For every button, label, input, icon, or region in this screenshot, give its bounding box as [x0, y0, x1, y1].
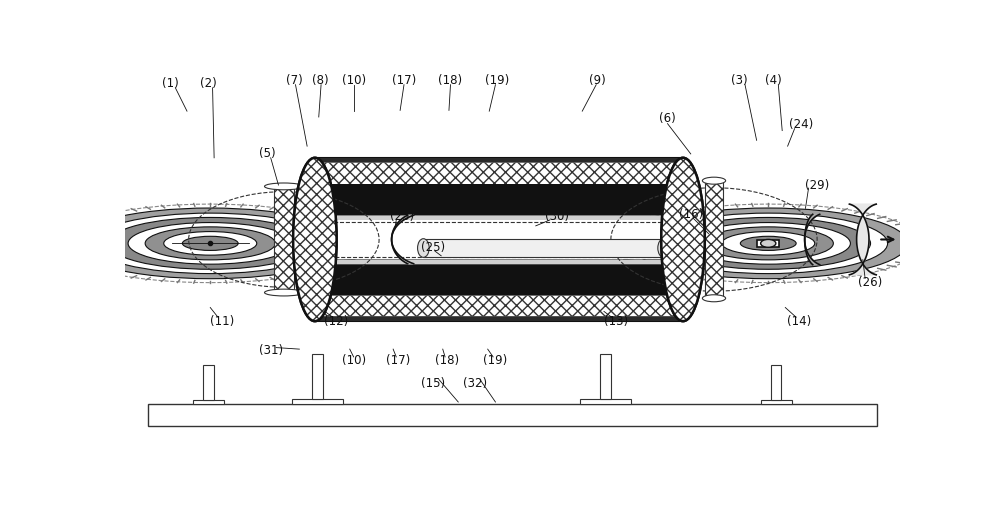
- Text: (10): (10): [342, 74, 366, 86]
- Ellipse shape: [658, 239, 669, 258]
- Text: (18): (18): [438, 74, 463, 86]
- Text: (26): (26): [858, 276, 882, 289]
- Bar: [203, 365, 214, 399]
- Ellipse shape: [264, 289, 303, 296]
- Bar: [148, 403, 877, 426]
- Ellipse shape: [128, 223, 292, 264]
- Ellipse shape: [722, 232, 815, 255]
- Bar: [423, 239, 664, 258]
- Bar: [600, 354, 611, 399]
- Bar: [315, 184, 683, 215]
- Ellipse shape: [264, 183, 303, 190]
- Text: (30): (30): [545, 210, 569, 223]
- Text: (6): (6): [659, 113, 676, 125]
- Bar: [771, 365, 781, 399]
- Text: (8): (8): [312, 74, 329, 86]
- Bar: [705, 181, 723, 298]
- Ellipse shape: [649, 213, 888, 274]
- Text: (10): (10): [342, 355, 366, 367]
- Text: (17): (17): [392, 74, 416, 86]
- Ellipse shape: [740, 236, 796, 250]
- Bar: [761, 399, 792, 403]
- Bar: [312, 354, 323, 399]
- Ellipse shape: [702, 177, 726, 184]
- Text: (14): (14): [787, 315, 811, 328]
- Ellipse shape: [293, 158, 337, 321]
- Text: (1): (1): [162, 77, 178, 90]
- Bar: [315, 158, 683, 163]
- Text: (16): (16): [679, 208, 703, 221]
- Text: (23): (23): [390, 210, 415, 223]
- Bar: [193, 399, 224, 403]
- Ellipse shape: [182, 236, 238, 250]
- Polygon shape: [805, 214, 820, 265]
- Ellipse shape: [164, 232, 257, 255]
- Polygon shape: [849, 204, 876, 275]
- Ellipse shape: [666, 218, 871, 269]
- Bar: [315, 317, 683, 321]
- Bar: [323, 222, 675, 257]
- Bar: [315, 295, 683, 317]
- Polygon shape: [392, 215, 414, 264]
- Bar: [315, 163, 683, 184]
- Text: (4): (4): [765, 74, 782, 86]
- Bar: [315, 259, 683, 264]
- Bar: [315, 215, 683, 220]
- Ellipse shape: [661, 158, 705, 321]
- Ellipse shape: [418, 239, 429, 258]
- Text: (2): (2): [200, 77, 216, 90]
- Bar: [292, 399, 343, 403]
- Text: (31): (31): [259, 344, 283, 357]
- Bar: [757, 240, 779, 247]
- Text: (3): (3): [731, 74, 748, 86]
- Text: (25): (25): [421, 241, 446, 254]
- Ellipse shape: [702, 295, 726, 302]
- Ellipse shape: [71, 208, 350, 279]
- Text: (29): (29): [805, 179, 829, 191]
- Ellipse shape: [629, 208, 908, 279]
- Ellipse shape: [145, 227, 275, 260]
- Text: (12): (12): [324, 315, 348, 328]
- Bar: [315, 264, 683, 295]
- Text: (9): (9): [589, 74, 606, 86]
- Text: (18): (18): [435, 355, 459, 367]
- Text: (7): (7): [286, 74, 302, 86]
- Text: (13): (13): [604, 315, 628, 328]
- Ellipse shape: [108, 218, 313, 269]
- Text: (11): (11): [210, 315, 234, 328]
- Text: (19): (19): [485, 74, 509, 86]
- Text: (19): (19): [483, 355, 508, 367]
- Text: (17): (17): [386, 355, 410, 367]
- Text: (32): (32): [463, 377, 487, 390]
- Bar: [274, 186, 294, 292]
- Text: (5): (5): [259, 147, 275, 161]
- Ellipse shape: [91, 213, 330, 274]
- Ellipse shape: [686, 223, 850, 264]
- Bar: [315, 220, 683, 259]
- Ellipse shape: [293, 158, 337, 321]
- Ellipse shape: [661, 158, 705, 321]
- Bar: [315, 158, 683, 321]
- Text: (24): (24): [789, 118, 813, 131]
- Ellipse shape: [761, 239, 776, 247]
- Text: (15): (15): [421, 377, 446, 390]
- Ellipse shape: [703, 227, 833, 260]
- Bar: [580, 399, 631, 403]
